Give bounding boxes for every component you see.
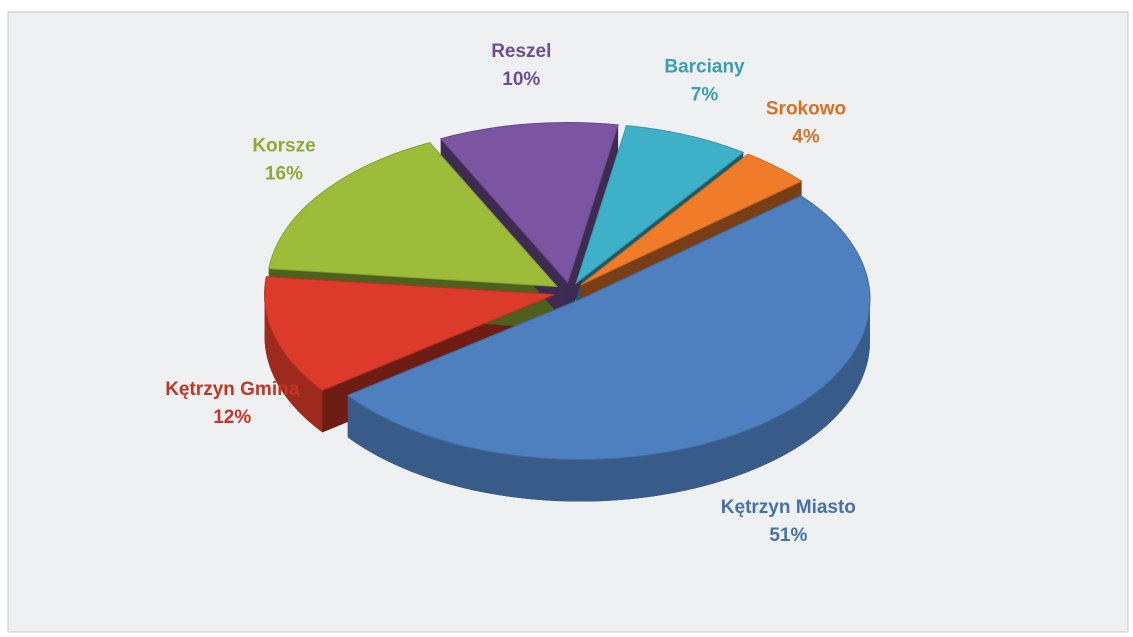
slice: [575, 125, 745, 285]
slice: [346, 195, 871, 461]
data-label-name: Reszel: [491, 41, 551, 62]
data-label-value: 10%: [502, 69, 540, 90]
slice-side: [264, 294, 323, 433]
data-label-value: 7%: [691, 85, 719, 106]
data-label-value: 16%: [265, 164, 303, 185]
slice: [439, 122, 619, 284]
slice: [268, 142, 559, 288]
slice: [580, 153, 803, 286]
slice: [264, 276, 555, 391]
data-label-name: Korsze: [252, 136, 315, 157]
slice-side: [347, 299, 870, 502]
data-label-name: Kętrzyn Gmina: [165, 379, 300, 400]
data-label-name: Srokowo: [766, 99, 846, 120]
data-label-value: 4%: [792, 127, 820, 148]
data-label-name: Barciany: [664, 57, 745, 78]
data-label-value: 12%: [213, 407, 251, 428]
data-label-value: 51%: [769, 525, 807, 546]
data-label-name: Kętrzyn Miasto: [721, 497, 856, 518]
